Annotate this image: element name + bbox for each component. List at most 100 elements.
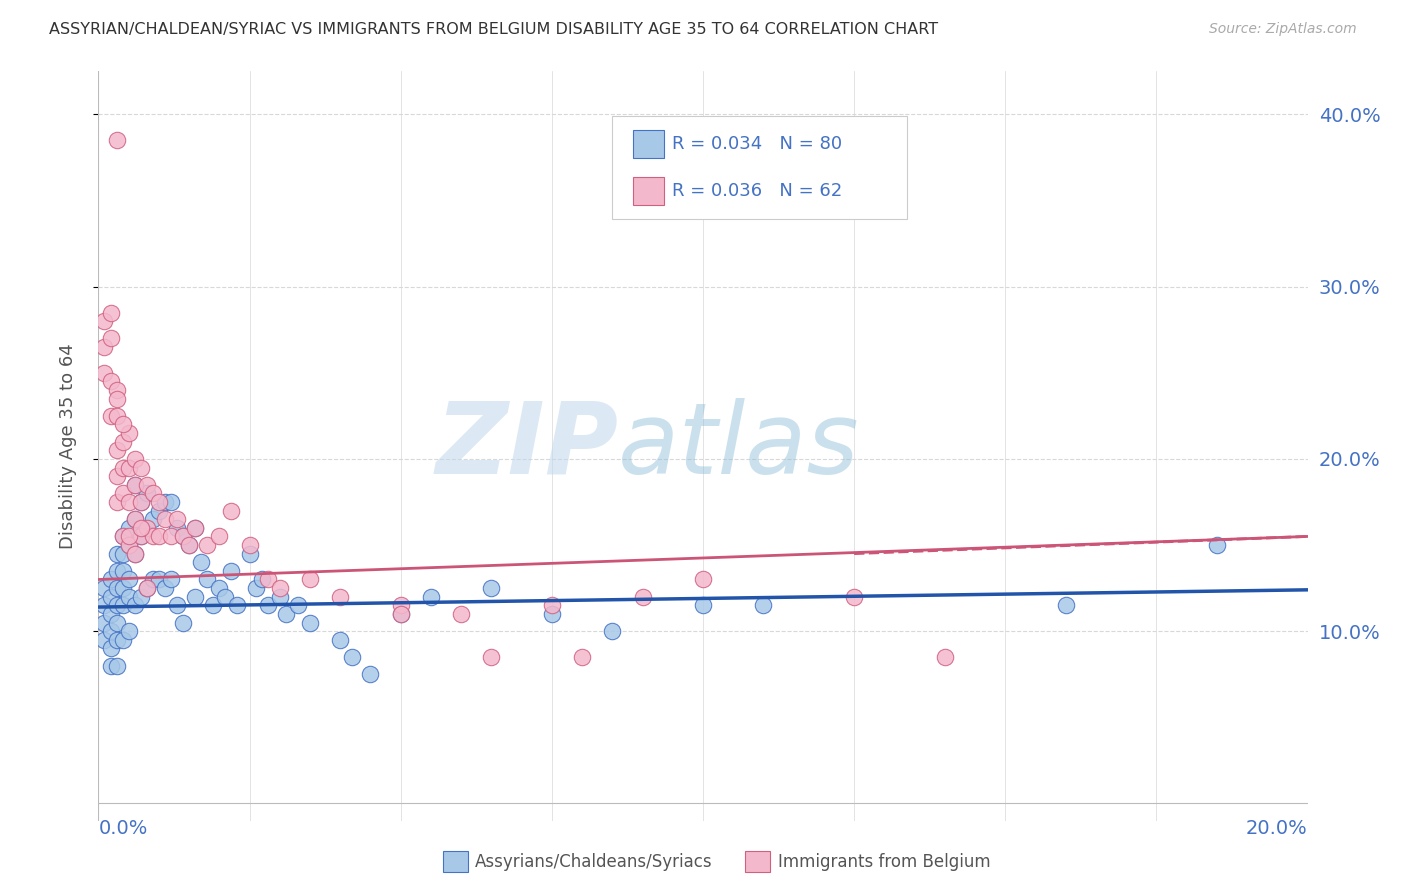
- Point: [105, 581, 128, 595]
- Point: [389, 607, 412, 621]
- Point: [118, 538, 141, 552]
- Point: [124, 451, 146, 466]
- Point: [111, 529, 134, 543]
- Point: [274, 607, 297, 621]
- Point: [148, 503, 170, 517]
- Point: [226, 599, 249, 613]
- Point: [129, 460, 152, 475]
- Point: [1054, 599, 1077, 613]
- Point: [148, 573, 170, 587]
- Point: [148, 529, 170, 543]
- Point: [105, 495, 128, 509]
- Point: [160, 573, 183, 587]
- Point: [118, 590, 141, 604]
- Point: [256, 573, 278, 587]
- Point: [208, 581, 231, 595]
- Text: Immigrants from Belgium: Immigrants from Belgium: [778, 853, 990, 871]
- Point: [148, 495, 170, 509]
- Point: [184, 521, 207, 535]
- Point: [142, 512, 165, 526]
- Text: atlas: atlas: [619, 398, 860, 494]
- Point: [100, 590, 122, 604]
- Point: [135, 521, 157, 535]
- Point: [105, 564, 128, 578]
- Point: [208, 529, 231, 543]
- Text: ZIP: ZIP: [436, 398, 619, 494]
- Point: [239, 538, 262, 552]
- Point: [329, 590, 352, 604]
- Point: [93, 581, 115, 595]
- Point: [752, 599, 775, 613]
- Point: [100, 573, 122, 587]
- Point: [124, 599, 146, 613]
- Point: [299, 615, 322, 630]
- Point: [118, 460, 141, 475]
- Point: [100, 331, 122, 345]
- Point: [179, 538, 201, 552]
- Point: [184, 590, 207, 604]
- Point: [135, 521, 157, 535]
- Point: [118, 495, 141, 509]
- Y-axis label: Disability Age 35 to 64: Disability Age 35 to 64: [59, 343, 77, 549]
- Point: [540, 607, 562, 621]
- Text: ASSYRIAN/CHALDEAN/SYRIAC VS IMMIGRANTS FROM BELGIUM DISABILITY AGE 35 TO 64 CORR: ASSYRIAN/CHALDEAN/SYRIAC VS IMMIGRANTS F…: [49, 22, 938, 37]
- Point: [172, 529, 194, 543]
- Point: [202, 599, 225, 613]
- Point: [100, 375, 122, 389]
- Point: [105, 443, 128, 458]
- Point: [111, 547, 134, 561]
- Point: [420, 590, 443, 604]
- Point: [602, 624, 624, 639]
- Point: [93, 366, 115, 380]
- Point: [111, 417, 134, 432]
- Point: [105, 409, 128, 423]
- Point: [111, 486, 134, 500]
- Point: [1206, 538, 1229, 552]
- Point: [105, 615, 128, 630]
- Point: [118, 529, 141, 543]
- Point: [129, 521, 152, 535]
- Point: [129, 495, 152, 509]
- Point: [111, 581, 134, 595]
- Point: [124, 547, 146, 561]
- Point: [105, 392, 128, 406]
- Point: [135, 486, 157, 500]
- Point: [481, 650, 503, 665]
- Point: [142, 486, 165, 500]
- Point: [124, 477, 146, 491]
- Point: [124, 547, 146, 561]
- Text: Source: ZipAtlas.com: Source: ZipAtlas.com: [1209, 22, 1357, 37]
- Point: [93, 615, 115, 630]
- Point: [299, 573, 322, 587]
- Point: [93, 314, 115, 328]
- Point: [269, 590, 291, 604]
- Point: [179, 538, 201, 552]
- Point: [105, 547, 128, 561]
- Point: [105, 658, 128, 673]
- Point: [329, 632, 352, 647]
- Point: [142, 529, 165, 543]
- Point: [195, 538, 218, 552]
- Point: [360, 667, 382, 681]
- Text: 20.0%: 20.0%: [1246, 819, 1308, 838]
- Point: [250, 573, 273, 587]
- Point: [111, 434, 134, 449]
- Point: [129, 495, 152, 509]
- Point: [245, 581, 267, 595]
- Point: [160, 529, 183, 543]
- Point: [124, 512, 146, 526]
- Point: [135, 581, 157, 595]
- Point: [111, 460, 134, 475]
- Point: [256, 599, 278, 613]
- Point: [631, 590, 654, 604]
- Point: [571, 650, 593, 665]
- Point: [118, 426, 141, 441]
- Point: [142, 573, 165, 587]
- Point: [221, 503, 243, 517]
- Point: [153, 581, 176, 595]
- Point: [160, 495, 183, 509]
- Point: [195, 573, 218, 587]
- Text: R = 0.036   N = 62: R = 0.036 N = 62: [672, 182, 842, 200]
- Point: [93, 599, 115, 613]
- Point: [100, 607, 122, 621]
